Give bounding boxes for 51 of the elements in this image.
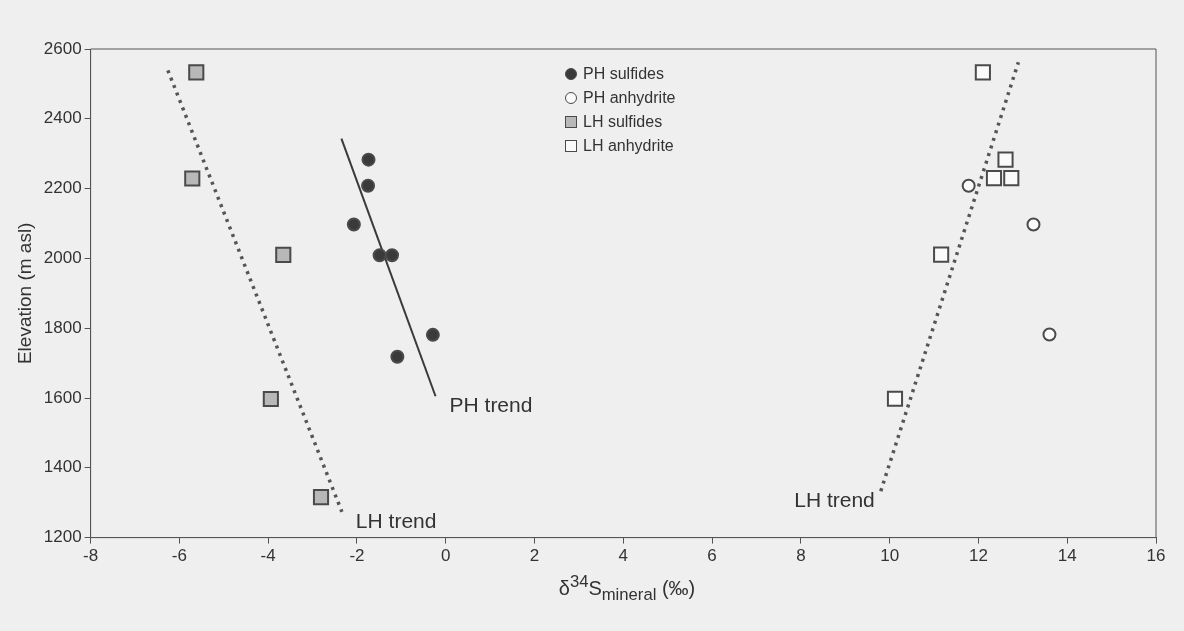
y-tick-label: 1200 (43, 527, 82, 547)
x-axis-title: δ$^{34}$S$_{mineral}$ (‰) (557, 572, 697, 605)
point (974, 64, 991, 81)
x-tick-label: 12 (968, 546, 988, 566)
series-label: LH trend (355, 508, 437, 532)
legend-label: LH sulfides (583, 112, 663, 132)
point (312, 489, 330, 506)
y-tick-label: 1400 (43, 457, 82, 477)
point (886, 390, 904, 407)
point (1003, 170, 1020, 187)
legend-label: LH anhydrite (583, 136, 674, 156)
y-tick-label: 1600 (43, 387, 82, 407)
point (425, 327, 440, 342)
x-tick-label: 6 (707, 546, 717, 566)
point (346, 217, 361, 232)
y-tick-label: 2600 (43, 38, 82, 58)
y-tick-label: 2400 (43, 108, 82, 128)
x-tick-label: -6 (171, 546, 187, 566)
series-label: LH trend (794, 487, 875, 511)
point (372, 248, 387, 263)
x-tick-label: 2 (529, 546, 540, 566)
point (1042, 327, 1057, 342)
y-tick-label: 2000 (43, 248, 82, 268)
point (184, 170, 201, 187)
point (385, 248, 400, 263)
x-tick-label: 8 (796, 546, 806, 566)
x-tick-label: 16 (1146, 546, 1166, 566)
y-tick-label: 1800 (43, 317, 82, 337)
x-tick-label: 10 (880, 546, 900, 566)
series-label: PH trend (449, 393, 533, 417)
x-tick-label: -4 (260, 546, 276, 566)
legend-label: PH sulfides (583, 64, 664, 84)
point (1026, 217, 1041, 232)
x-tick-label: 4 (618, 546, 629, 566)
point (985, 170, 1003, 187)
y-axis-title: Elevation (m asl) (13, 222, 35, 365)
x-tick-label: -2 (349, 546, 365, 566)
point (997, 151, 1014, 168)
point (361, 178, 376, 193)
x-tick-label: -8 (83, 546, 99, 566)
point (361, 152, 376, 167)
point (275, 246, 292, 263)
legend-label: PH anhydrite (583, 88, 676, 108)
point (933, 246, 950, 263)
point (188, 64, 205, 81)
y-tick-label: 2200 (43, 178, 82, 198)
point (961, 178, 976, 193)
x-tick-label: 14 (1057, 546, 1077, 566)
x-tick-label: 0 (441, 546, 451, 566)
point (390, 349, 405, 364)
point (262, 390, 279, 408)
